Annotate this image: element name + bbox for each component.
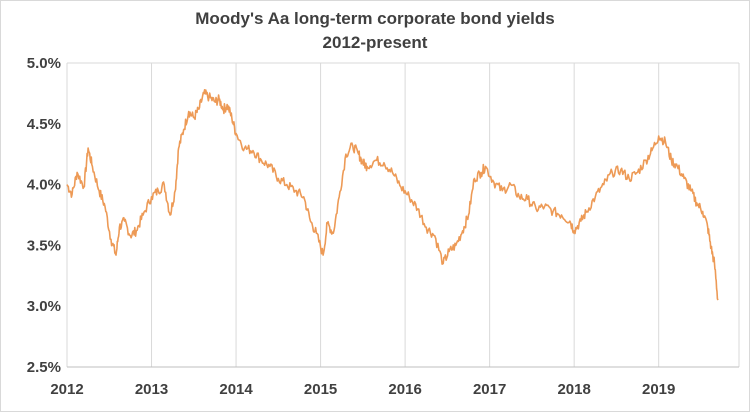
x-tick-label: 2016	[388, 381, 421, 398]
x-tick-label: 2017	[473, 381, 506, 398]
x-tick-label: 2019	[642, 381, 675, 398]
y-tick-label: 5.0%	[27, 55, 61, 72]
x-tick-label: 2012	[50, 381, 83, 398]
y-tick-label: 3.0%	[27, 298, 61, 315]
chart-subtitle: 2012-present	[322, 33, 428, 52]
x-tick-label: 2013	[135, 381, 168, 398]
x-tick-label: 2018	[557, 381, 590, 398]
series-line	[66, 89, 719, 301]
y-tick-label: 2.5%	[27, 359, 61, 376]
y-tick-label: 4.0%	[27, 177, 61, 194]
x-tick-label: 2015	[304, 381, 337, 398]
x-tick-label: 2014	[219, 381, 253, 398]
y-tick-label: 4.5%	[27, 116, 61, 133]
y-tick-label: 3.5%	[27, 237, 61, 254]
chart-title: Moody's Aa long-term corporate bond yiel…	[195, 9, 555, 28]
